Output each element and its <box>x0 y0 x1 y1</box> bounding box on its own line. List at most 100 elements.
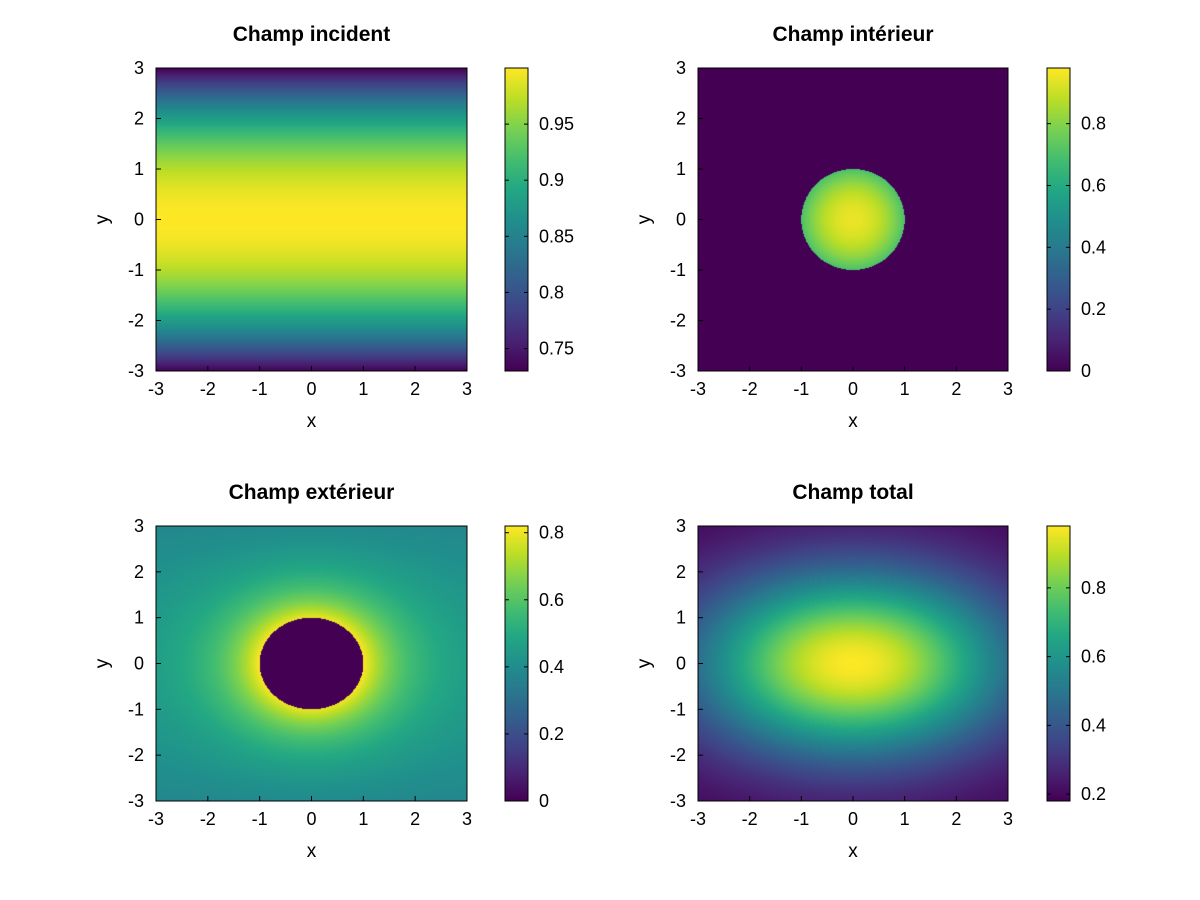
x-tick-label: -3 <box>690 379 706 399</box>
colorbar-tick-label: 0.2 <box>1081 784 1106 804</box>
y-tick-label: -3 <box>670 791 686 811</box>
y-tick-label: -3 <box>128 791 144 811</box>
x-tick-label: 3 <box>462 379 472 399</box>
y-tick-label: 0 <box>134 654 144 674</box>
colorbar <box>1047 526 1070 801</box>
colorbar-tick-label: 0.8 <box>539 523 564 543</box>
x-tick-label: 2 <box>410 809 420 829</box>
y-tick-label: -3 <box>670 361 686 381</box>
plot-title: Champ extérieur <box>229 481 395 504</box>
x-tick-label: -1 <box>252 809 268 829</box>
colorbar-tick-label: 0.6 <box>1081 647 1106 667</box>
x-axis-label: x <box>848 841 858 862</box>
heatmap-interior <box>698 68 1008 371</box>
colorbar-tick-label: 0 <box>539 791 549 811</box>
colorbar-tick-label: 0.8 <box>539 282 564 302</box>
y-tick-label: 0 <box>676 210 686 230</box>
y-axis-label: y <box>92 658 113 668</box>
colorbar-tick-label: 0.6 <box>539 590 564 610</box>
y-axis-label: y <box>634 214 655 224</box>
subplot-incident: Champ incident -3 -2 -1 0 1 2 3 -3 -2 -1 0 1 2 3 x y 0.75… <box>92 23 574 432</box>
x-tick-label: -2 <box>200 809 216 829</box>
y-tick-label: 0 <box>134 210 144 230</box>
y-tick-label: -1 <box>670 699 686 719</box>
colorbar-tick-label: 0.2 <box>539 724 564 744</box>
x-tick-label: 0 <box>848 809 858 829</box>
colorbar <box>505 68 528 371</box>
colorbar-tick-label: 0.85 <box>539 226 574 246</box>
axes-frame <box>155 525 468 802</box>
x-tick-label: -2 <box>742 379 758 399</box>
colorbar-tick-label: 0.9 <box>539 170 564 190</box>
y-tick-label: 2 <box>134 562 144 582</box>
colorbar-tick-label: 0.75 <box>539 339 574 359</box>
colorbar-tick-label: 0.2 <box>1081 299 1106 319</box>
x-tick-label: -2 <box>200 379 216 399</box>
x-tick-label: -1 <box>252 379 268 399</box>
colorbar-tick-label: 0.8 <box>1081 578 1106 598</box>
y-tick-label: -1 <box>128 699 144 719</box>
y-tick-label: 1 <box>676 608 686 628</box>
plot-title: Champ intérieur <box>772 23 933 46</box>
colorbar-tick-label: 0.95 <box>539 114 574 134</box>
colorbar-tick-label: 0.4 <box>1081 237 1106 257</box>
colorbar-frame <box>504 525 529 802</box>
x-axis-label: x <box>307 841 317 862</box>
x-tick-label: 0 <box>306 379 316 399</box>
colorbar-frame <box>1046 525 1071 802</box>
colorbar-frame <box>504 67 529 372</box>
y-tick-label: 0 <box>676 654 686 674</box>
x-tick-label: -3 <box>148 809 164 829</box>
x-axis-label: x <box>848 411 858 432</box>
y-tick-label: -3 <box>128 361 144 381</box>
x-tick-label: -2 <box>742 809 758 829</box>
y-tick-label: -2 <box>128 311 144 331</box>
colorbar <box>505 526 528 801</box>
heatmap-incident <box>156 68 467 371</box>
y-tick-label: -1 <box>670 260 686 280</box>
subplot-interior: Champ intérieur -3 -2 -1 0 1 2 3 -3 -2 -1 0 1 2 3 x y 0 0.… <box>634 23 1106 432</box>
x-tick-label: 1 <box>358 809 368 829</box>
x-tick-label: 3 <box>1003 809 1013 829</box>
y-tick-label: 3 <box>134 516 144 536</box>
x-tick-label: -1 <box>793 379 809 399</box>
x-tick-label: 2 <box>951 379 961 399</box>
colorbar <box>1047 68 1070 371</box>
x-tick-label: -1 <box>793 809 809 829</box>
y-tick-label: 2 <box>676 109 686 129</box>
x-tick-label: 2 <box>951 809 961 829</box>
x-tick-label: 3 <box>1003 379 1013 399</box>
y-axis-label: y <box>92 214 113 224</box>
subplot-exterior: Champ extérieur -3 -2 -1 0 1 2 3 -3 -2 -1 0 1 2 3 x y 0 0.… <box>92 481 564 862</box>
y-tick-label: 1 <box>676 159 686 179</box>
colorbar-tick-label: 0.6 <box>1081 175 1106 195</box>
x-tick-label: 1 <box>900 809 910 829</box>
x-tick-label: -3 <box>690 809 706 829</box>
x-tick-label: 0 <box>848 379 858 399</box>
axes-frame <box>697 67 1009 372</box>
y-tick-label: 3 <box>676 516 686 536</box>
y-tick-label: 3 <box>676 58 686 78</box>
heatmap-exterior <box>156 526 467 801</box>
colorbar-tick-label: 0.8 <box>1081 114 1106 134</box>
axes-frame <box>155 67 468 372</box>
y-tick-label: -1 <box>128 260 144 280</box>
heatmap-total <box>698 526 1008 801</box>
x-tick-label: 1 <box>900 379 910 399</box>
colorbar-tick-label: 0 <box>1081 361 1091 381</box>
y-tick-label: 1 <box>134 159 144 179</box>
x-tick-label: 2 <box>410 379 420 399</box>
y-axis-label: y <box>634 658 655 668</box>
y-tick-label: -2 <box>670 745 686 765</box>
plot-title: Champ incident <box>233 23 391 46</box>
y-tick-label: 1 <box>134 608 144 628</box>
y-tick-label: -2 <box>128 745 144 765</box>
y-tick-label: 3 <box>134 58 144 78</box>
plot-title: Champ total <box>792 481 913 504</box>
x-tick-label: -3 <box>148 379 164 399</box>
x-tick-label: 3 <box>462 809 472 829</box>
x-axis-label: x <box>307 411 317 432</box>
x-tick-label: 1 <box>358 379 368 399</box>
colorbar-tick-label: 0.4 <box>539 657 564 677</box>
